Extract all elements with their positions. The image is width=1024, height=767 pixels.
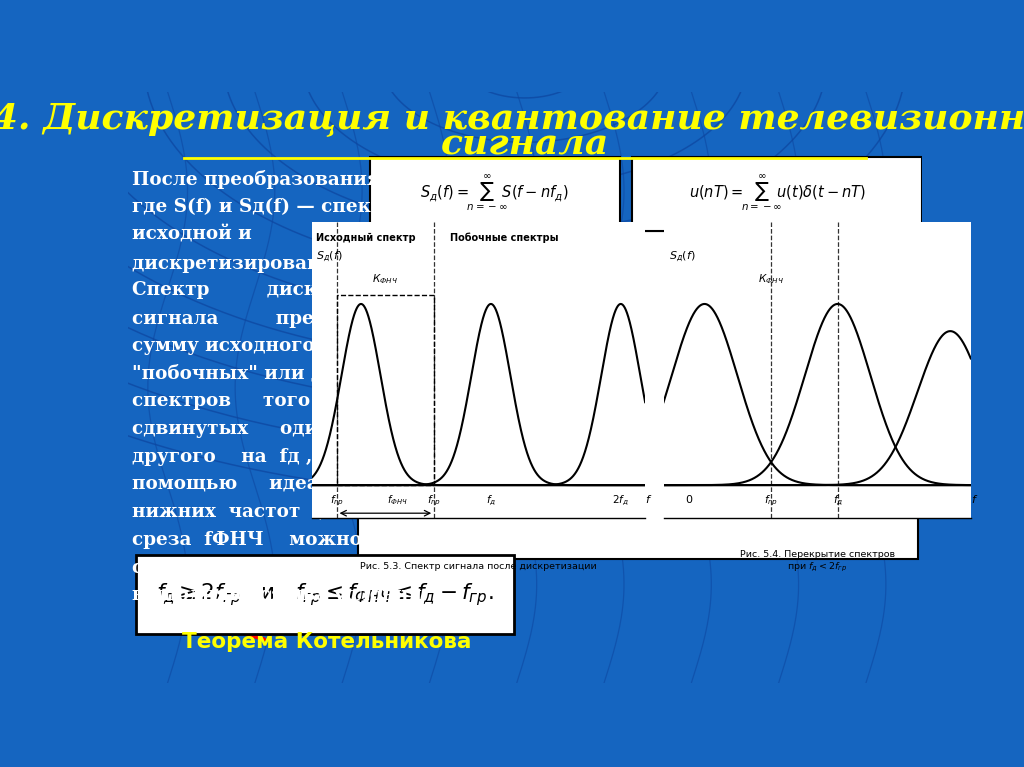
- Text: $u(nT)=\!\!\sum_{n=-\infty}^{\infty}\!\!u(t)\delta(t-nT)$: $u(nT)=\!\!\sum_{n=-\infty}^{\infty}\!\!…: [689, 174, 865, 213]
- Text: Спектр         дискретизированного: Спектр дискретизированного: [132, 281, 505, 299]
- Text: спектр  исходного  сигнала,  если: спектр исходного сигнала, если: [132, 558, 496, 577]
- Text: Исходный спектр: Исходный спектр: [316, 232, 416, 242]
- Text: $f_{ФНЧ}$: $f_{ФНЧ}$: [387, 493, 408, 507]
- Text: $f_д$: $f_д$: [485, 494, 496, 508]
- Text: сумму исходного спектра (n=0) и: сумму исходного спектра (n=0) и: [132, 337, 493, 355]
- Text: нижних  частот  (ФНЧ)  с  частотой: нижних частот (ФНЧ) с частотой: [132, 503, 516, 522]
- Text: $f_д$: $f_д$: [833, 494, 843, 508]
- Text: $S_д(f)$: $S_д(f)$: [669, 249, 695, 264]
- FancyBboxPatch shape: [136, 555, 514, 634]
- Text: исходной и: исходной и: [132, 225, 252, 243]
- FancyBboxPatch shape: [632, 157, 922, 231]
- Text: сигнала         представляет         собой: сигнала представляет собой: [132, 309, 542, 328]
- Text: сдвинутых     один     относительно: сдвинутых один относительно: [132, 420, 512, 438]
- Text: где S(f) и Sд(f) — спектры: где S(f) и Sд(f) — спектры: [132, 198, 414, 216]
- Text: $К_{ФНЧ}$: $К_{ФНЧ}$: [758, 272, 784, 286]
- Text: дискретизированной функций: дискретизированной функций: [132, 253, 462, 273]
- Text: Рис. 5.3. Спектр сигнала после дискретизации: Рис. 5.3. Спектр сигнала после дискретиз…: [360, 562, 597, 571]
- Text: f: f: [971, 495, 975, 505]
- Text: $f_{гр}$: $f_{гр}$: [764, 494, 778, 508]
- Text: $S_д(f)=\!\!\sum_{n=-\infty}^{\infty}\!\!S(f-nf_д)$: $S_д(f)=\!\!\sum_{n=-\infty}^{\infty}\!\…: [421, 174, 569, 213]
- Text: сигнала: сигнала: [440, 127, 609, 161]
- Text: спектров     того     же     вида,     но: спектров того же вида, но: [132, 392, 518, 410]
- Text: Побочные спектры: Побочные спектры: [451, 232, 559, 242]
- Text: $S_д(f)$: $S_д(f)$: [316, 249, 343, 264]
- Text: 4.4. Дискретизация и квантование телевизионного: 4.4. Дискретизация и квантование телевиз…: [0, 101, 1024, 136]
- Text: среза  fФНЧ    можно     выделить: среза fФНЧ можно выделить: [132, 531, 500, 549]
- Text: После преобразования Фурье: После преобразования Фурье: [132, 170, 453, 189]
- Text: $f_{гр}$: $f_{гр}$: [330, 494, 343, 508]
- Text: $f_{гр}$: $f_{гр}$: [427, 494, 441, 508]
- Text: помощью     идеального     фильтра: помощью идеального фильтра: [132, 476, 517, 493]
- Bar: [337, 295, 434, 485]
- Text: Теорема Котельникова: Теорема Котельникова: [182, 633, 471, 653]
- Text: выполняются два условия: выполняются два условия: [132, 586, 422, 604]
- Text: f: f: [645, 495, 648, 505]
- Text: другого    на  fд ,  2fд  и  т.  д.  С: другого на fд , 2fд и т. д. С: [132, 448, 474, 466]
- Text: $К_{ФНЧ}$: $К_{ФНЧ}$: [373, 272, 398, 286]
- Text: "побочных" или дополнительных: "побочных" или дополнительных: [132, 364, 493, 382]
- Text: $f_д \geq 2f_{гр}$   и   $f_{гр} \leq f_{ФНЧ} \leq f_д - f_{гр}.$: $f_д \geq 2f_{гр}$ и $f_{гр} \leq f_{ФНЧ…: [156, 581, 494, 608]
- Text: Рис. 5.4. Перекрытие спектров
при $f_д < 2f_{гр}$: Рис. 5.4. Перекрытие спектров при $f_д <…: [739, 550, 895, 574]
- FancyBboxPatch shape: [358, 231, 918, 558]
- FancyBboxPatch shape: [370, 157, 620, 231]
- Text: $2f_д$: $2f_д$: [612, 494, 629, 508]
- Text: 0: 0: [686, 495, 692, 505]
